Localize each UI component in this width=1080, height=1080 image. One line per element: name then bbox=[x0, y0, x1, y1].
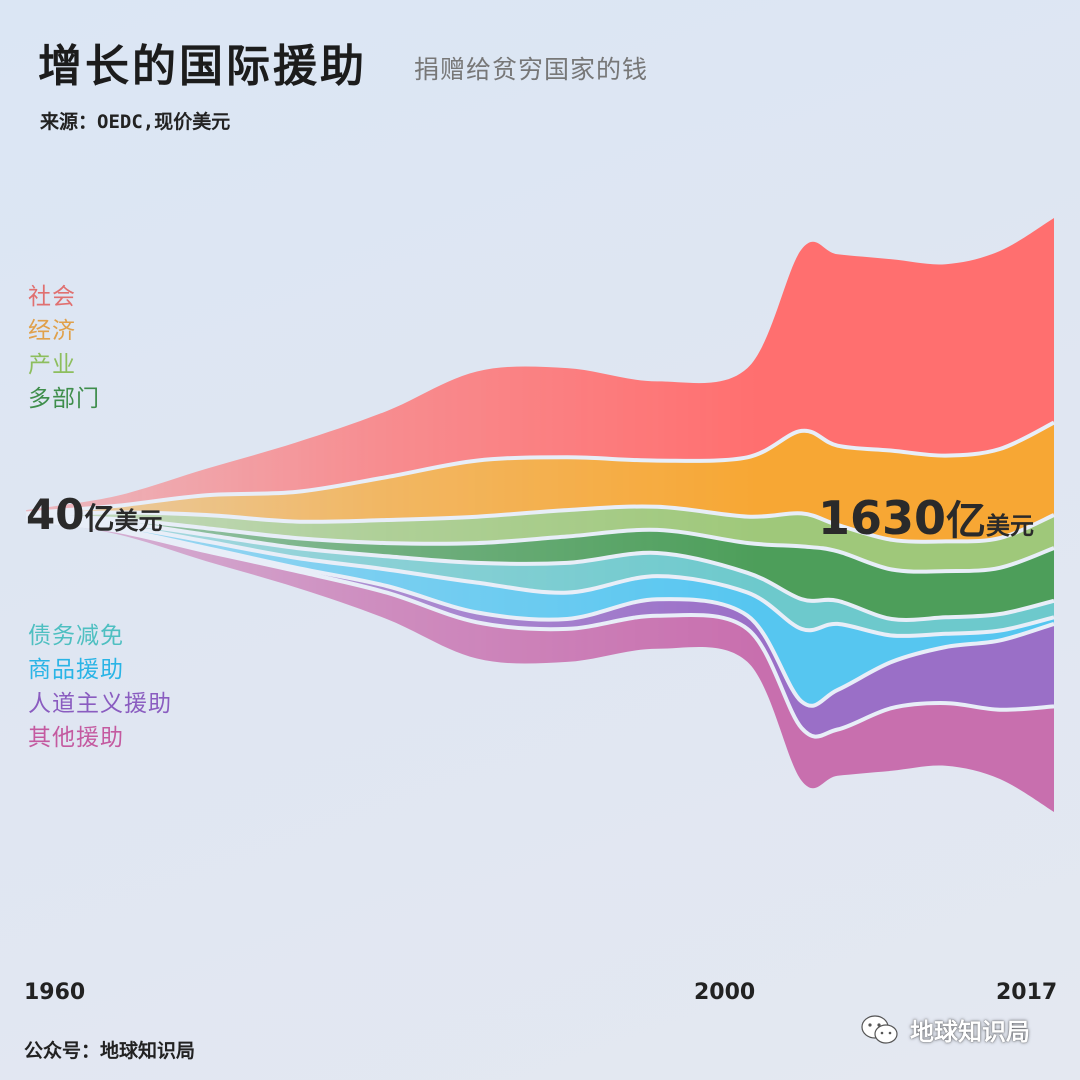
start-total-label: 40亿美元 bbox=[26, 490, 162, 539]
chart-title: 增长的国际援助 bbox=[38, 41, 367, 92]
start-total-currency: 美元 bbox=[114, 507, 163, 535]
end-total-label: 1630亿美元 bbox=[818, 488, 1034, 546]
legend-item: 商品援助 bbox=[28, 657, 124, 683]
watermark: 地球知识局 bbox=[860, 1012, 1030, 1047]
legend-bottom-group: 债务减免 商品援助 人道主义援助 其他援助 bbox=[28, 619, 172, 755]
x-tick-label: 1960 bbox=[24, 980, 86, 1005]
chart-subtitle: 捐赠给贫穷国家的钱 bbox=[414, 55, 649, 84]
footer-account: 公众号：地球知识局 bbox=[24, 1040, 196, 1062]
stream-layer-7 bbox=[26, 519, 1054, 812]
legend-item: 多部门 bbox=[28, 386, 100, 412]
legend-item: 债务减免 bbox=[28, 623, 124, 649]
end-total-currency: 美元 bbox=[986, 512, 1035, 540]
wechat-icon bbox=[861, 1014, 898, 1044]
stream-divider bbox=[25, 514, 1055, 574]
stream-divider bbox=[25, 517, 1055, 739]
start-total-unit: 亿 bbox=[84, 502, 115, 537]
end-total-number: 1630 bbox=[818, 491, 947, 545]
stream-layer-5 bbox=[26, 518, 1054, 706]
end-total-unit: 亿 bbox=[946, 498, 987, 544]
legend-top-group: 社会 经济 产业 多部门 bbox=[28, 280, 100, 416]
stream-divider bbox=[25, 504, 1055, 544]
stream-layer-3 bbox=[26, 516, 1054, 620]
legend-item: 人道主义援助 bbox=[28, 691, 172, 717]
watermark-text: 地球知识局 bbox=[910, 1018, 1030, 1046]
legend-item: 社会 bbox=[28, 284, 76, 310]
stream-divider bbox=[25, 517, 1055, 708]
source-note: 来源：OEDC,现价美元 bbox=[40, 111, 231, 133]
legend-item: 其他援助 bbox=[28, 725, 124, 751]
x-tick-label: 2017 bbox=[996, 980, 1058, 1005]
stream-divider bbox=[25, 516, 1055, 639]
stream-layer-0 bbox=[26, 218, 1054, 514]
x-tick-label: 2000 bbox=[694, 980, 756, 1005]
legend-item: 经济 bbox=[28, 318, 76, 344]
legend-item: 产业 bbox=[28, 352, 76, 378]
stream-divider bbox=[25, 420, 1055, 516]
start-total-number: 40 bbox=[26, 490, 85, 539]
stream-divider bbox=[25, 515, 1055, 622]
